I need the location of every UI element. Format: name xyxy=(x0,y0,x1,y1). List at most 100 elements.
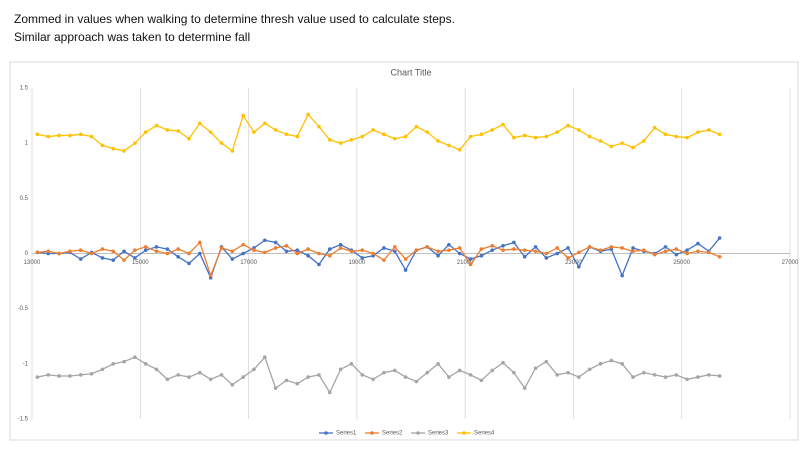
point xyxy=(263,250,267,255)
point xyxy=(176,247,180,251)
point xyxy=(425,245,430,249)
point xyxy=(68,374,72,378)
point xyxy=(512,370,516,375)
point xyxy=(122,149,126,153)
point xyxy=(122,359,126,364)
point xyxy=(436,139,440,143)
point xyxy=(631,375,635,379)
point xyxy=(663,375,668,379)
point xyxy=(403,257,408,261)
point xyxy=(57,374,61,378)
point xyxy=(620,141,624,145)
y-tick-label: 1 xyxy=(25,141,29,147)
point xyxy=(501,360,505,365)
point xyxy=(349,362,354,366)
point xyxy=(306,253,310,258)
point xyxy=(154,123,159,128)
legend-label: Series3 xyxy=(428,431,449,437)
point xyxy=(674,252,679,257)
point xyxy=(187,261,191,266)
point xyxy=(577,375,581,379)
point xyxy=(403,375,408,379)
point xyxy=(631,145,635,150)
point xyxy=(555,251,559,256)
point xyxy=(208,377,213,382)
point xyxy=(241,375,245,379)
point xyxy=(696,249,700,254)
point xyxy=(555,373,559,377)
point xyxy=(382,258,386,262)
point xyxy=(425,130,430,134)
point xyxy=(208,130,213,134)
point xyxy=(252,130,256,134)
point xyxy=(522,133,527,138)
point xyxy=(295,134,300,139)
point xyxy=(609,245,614,249)
point xyxy=(533,366,538,371)
point xyxy=(154,367,159,372)
point xyxy=(490,128,495,132)
point xyxy=(371,128,375,132)
point xyxy=(490,248,495,252)
point xyxy=(533,249,538,254)
point xyxy=(642,139,646,143)
point xyxy=(382,132,386,137)
point xyxy=(371,377,375,382)
point xyxy=(46,134,51,139)
point xyxy=(436,249,440,254)
point xyxy=(652,252,657,257)
point xyxy=(284,243,289,248)
point xyxy=(295,381,300,386)
point xyxy=(263,238,267,243)
point xyxy=(663,245,668,249)
legend-label: Series2 xyxy=(382,431,403,437)
point xyxy=(284,378,289,383)
point xyxy=(544,251,549,256)
point xyxy=(706,128,711,132)
point xyxy=(479,132,484,137)
point xyxy=(696,130,700,134)
point xyxy=(490,243,495,248)
point xyxy=(577,250,581,255)
series-line xyxy=(37,113,720,152)
point xyxy=(68,133,72,138)
point xyxy=(392,136,397,141)
point xyxy=(501,248,505,252)
point xyxy=(717,255,722,259)
point xyxy=(360,134,365,139)
point xyxy=(349,138,354,142)
point xyxy=(133,256,137,260)
point xyxy=(252,367,256,372)
point xyxy=(696,375,700,379)
point xyxy=(143,130,148,134)
point xyxy=(652,373,657,377)
y-tick-label: -1.5 xyxy=(18,417,29,423)
point xyxy=(273,386,278,390)
legend-swatch-marker xyxy=(324,431,328,435)
x-tick-label: 15000 xyxy=(132,260,149,266)
point xyxy=(306,375,310,379)
x-tick-label: 19000 xyxy=(349,260,366,266)
point xyxy=(414,379,419,384)
point xyxy=(176,129,180,133)
caption: Zommed in values when walking to determi… xyxy=(14,12,455,26)
point xyxy=(609,144,614,149)
point xyxy=(392,368,397,373)
point xyxy=(273,246,278,250)
point xyxy=(317,373,321,377)
point xyxy=(273,128,278,132)
x-tick-label: 25000 xyxy=(673,260,690,266)
point xyxy=(241,113,245,118)
point xyxy=(133,248,137,252)
point xyxy=(338,242,343,247)
point xyxy=(219,246,224,250)
point xyxy=(100,247,105,251)
point xyxy=(230,382,235,387)
point xyxy=(46,373,51,377)
point xyxy=(241,242,245,247)
point xyxy=(338,141,343,145)
point xyxy=(457,147,462,152)
point xyxy=(447,248,451,252)
point xyxy=(35,375,40,379)
point xyxy=(198,240,202,245)
